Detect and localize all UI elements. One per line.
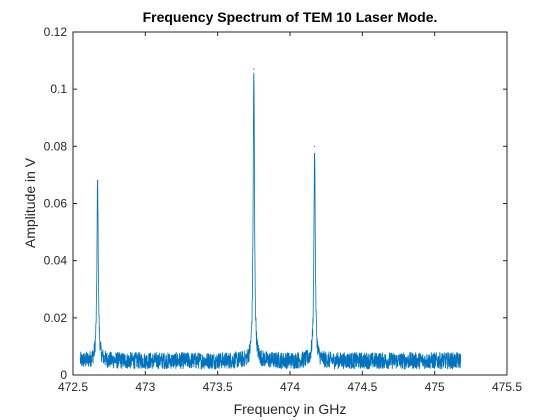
y-tick-label: 0.08 — [44, 139, 68, 153]
chart-title: Frequency Spectrum of TEM 10 Laser Mode. — [143, 9, 438, 25]
y-tick-label: 0 — [60, 368, 67, 382]
x-tick-label: 475.5 — [492, 380, 522, 394]
y-tick-label: 0.02 — [44, 311, 68, 325]
x-axis: 472.5 473 473.5 474 474.5 475 475.5 — [58, 32, 522, 394]
peak-point — [96, 180, 99, 182]
x-tick-label: 473 — [135, 380, 155, 394]
y-axis: 0 0.02 0.04 0.06 0.08 0.1 0.12 — [44, 25, 507, 382]
x-tick-label: 474.5 — [347, 380, 377, 394]
y-tick-label: 0.1 — [50, 82, 67, 96]
peak-point — [253, 68, 255, 70]
series-group — [79, 68, 462, 371]
plot-area — [73, 32, 507, 375]
peak-point — [313, 145, 316, 147]
x-tick-label: 475 — [425, 380, 445, 394]
y-axis-label: Amplitude in V — [22, 157, 38, 248]
x-tick-label: 473.5 — [203, 380, 233, 394]
x-tick-label: 472.5 — [58, 380, 88, 394]
y-tick-label: 0.06 — [44, 197, 68, 211]
spectrum-line — [79, 72, 462, 371]
x-tick-label: 474 — [280, 380, 300, 394]
y-tick-label: 0.12 — [44, 25, 68, 39]
x-axis-label: Frequency in GHz — [234, 401, 347, 417]
y-tick-label: 0.04 — [44, 254, 68, 268]
